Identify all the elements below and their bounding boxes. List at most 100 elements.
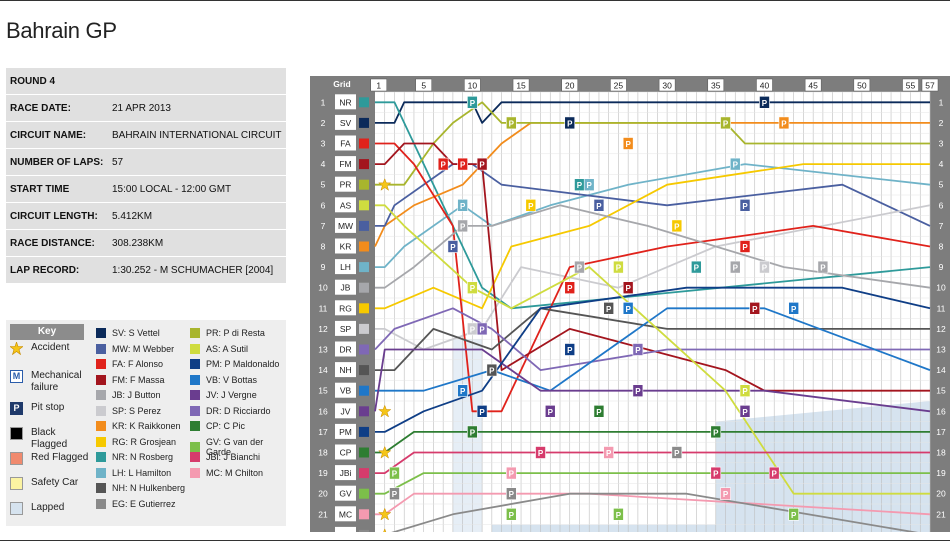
lap-tick-label: 10: [468, 81, 478, 91]
grid-driver-box: [335, 485, 356, 501]
pit-stop-marker: [749, 302, 761, 315]
pit-stop-label: P: [577, 264, 583, 273]
grid-driver-box: [335, 423, 356, 439]
final-position-number: 18: [936, 448, 946, 458]
pit-stop-marker: [759, 95, 770, 109]
grid-header: Grid: [333, 79, 350, 89]
grid-driver-box: [335, 279, 356, 295]
grid-driver-swatch: [359, 365, 369, 376]
pit-stop-label: P: [450, 243, 456, 252]
grid-driver-box: [335, 382, 356, 398]
pit-stop-marker: [389, 466, 400, 480]
pit-stop-marker: [476, 157, 488, 171]
grid-driver-swatch: [359, 97, 369, 108]
key-driver: CP: C Pic: [190, 421, 245, 431]
grid-position-number: 16: [318, 406, 328, 416]
driver-swatch: [96, 390, 106, 400]
pit-stop-label: P: [713, 470, 719, 479]
pit-stop-label: P: [694, 264, 700, 273]
pit-stop-label: P: [470, 325, 476, 334]
grid-driver-swatch: [359, 303, 369, 314]
grid-driver-swatch: [359, 426, 369, 437]
grid-position-number: 22: [318, 530, 328, 532]
key-driver: KR: K Raikkonen: [96, 421, 181, 431]
pit-stop-label: P: [479, 161, 485, 170]
pit-stop-label: P: [635, 387, 641, 396]
grid-driver-label: EG: [339, 530, 351, 532]
key-driver-label: NR: N Rosberg: [112, 452, 174, 462]
pit-stop-label: P: [509, 470, 515, 479]
key-driver-label: AS: A Sutil: [206, 343, 249, 354]
pit-stop-label: P: [606, 449, 612, 458]
key-driver-label: FA: F Alonso: [112, 359, 164, 369]
grid-driver-swatch: [359, 138, 369, 149]
grid-driver-box: [335, 197, 356, 213]
pit-stop-marker: [739, 384, 751, 398]
series-line-jb: [375, 204, 931, 289]
pit-stop-marker: [632, 384, 644, 398]
series-line-dr: [374, 307, 930, 372]
driver-swatch: [96, 328, 106, 338]
grid-driver-swatch: [359, 344, 369, 355]
key-symbol-label: Black Flagged: [31, 427, 68, 450]
info-value: 15:00 Local - 12:00 GMT: [112, 183, 232, 195]
key-black-flagged: Black Flagged: [10, 427, 94, 451]
grid-driver-label: NR: [339, 97, 351, 107]
driver-swatch: [96, 421, 106, 431]
key-driver: MC: M Chilton: [190, 467, 264, 478]
accident-icon: [9, 341, 24, 356]
grid-position-number: 3: [321, 139, 326, 149]
pit-stop-label: P: [479, 325, 485, 334]
lap-tick-box: [921, 78, 939, 92]
key-driver-label: MC: M Chilton: [206, 467, 264, 478]
pit-stop-label: P: [625, 284, 631, 293]
key-driver-label: GV: G van der Garde: [206, 436, 264, 457]
grid-driver-swatch: [359, 529, 369, 532]
key-driver: MW: M Webber: [96, 343, 174, 354]
key-driver: FA: F Alonso: [96, 359, 163, 369]
pit-stop-marker: [768, 466, 780, 480]
final-position-number: 3: [939, 139, 944, 149]
pit-stop-label: P: [460, 161, 466, 170]
driver-swatch: [96, 374, 106, 385]
grid-position-number: 7: [321, 221, 326, 231]
grid-driver-swatch: [359, 447, 369, 458]
driver-swatch: [190, 390, 200, 400]
pit-stop-label: P: [538, 449, 544, 458]
pit-stop-marker: [583, 178, 595, 191]
key-safety-car: Safety Car: [10, 477, 94, 490]
key-driver: FM: F Massa: [96, 374, 165, 385]
series-line-pr: [375, 101, 930, 186]
grid-driver-swatch: [359, 179, 369, 190]
lap-tick-label: 40: [760, 81, 770, 91]
pit-stop-label: P: [762, 264, 768, 273]
grid-position-number: 12: [318, 324, 328, 334]
pit-stop-label: P: [596, 202, 602, 211]
key-driver-label: PR: P di Resta: [206, 328, 265, 338]
lap-tick-label: 45: [808, 81, 818, 91]
lap-tick-box: [464, 78, 481, 92]
key-driver-label: DR: D Ricciardo: [206, 405, 271, 416]
grid-driver-box: [335, 114, 356, 130]
pit-stop-label: P: [674, 449, 680, 458]
grid-driver-box: [335, 506, 356, 522]
pit-stop-marker: [506, 507, 517, 521]
key-driver-label: SP: S Perez: [112, 405, 162, 416]
key-red-flagged: Red Flagged: [10, 452, 94, 465]
driver-swatch: [190, 452, 200, 462]
driver-swatch: [96, 343, 106, 354]
key-driver-label: SV: S Vettel: [112, 328, 160, 338]
pit-stop-marker: [457, 199, 468, 212]
info-label: CIRCUIT LENGTH:: [10, 210, 98, 222]
key-lapped: Lapped: [10, 502, 94, 515]
pit-stop-label: P: [392, 490, 398, 499]
pit-stop-marker: [603, 302, 614, 315]
pit-stop-label: P: [392, 470, 398, 479]
grid-driver-box: [335, 403, 356, 419]
lap-tick-box: [707, 78, 725, 92]
lap-chart: Grid 1 5 10 15 20 25 30 35 40 45 50 55 571 NR 12 SV 23 FA 3…: [310, 76, 950, 532]
key-driver: JV: J Vergne: [190, 390, 257, 400]
accident-icon: [383, 528, 387, 532]
pit-stop-marker: [720, 116, 731, 130]
pit-stop-label: P: [733, 161, 739, 170]
